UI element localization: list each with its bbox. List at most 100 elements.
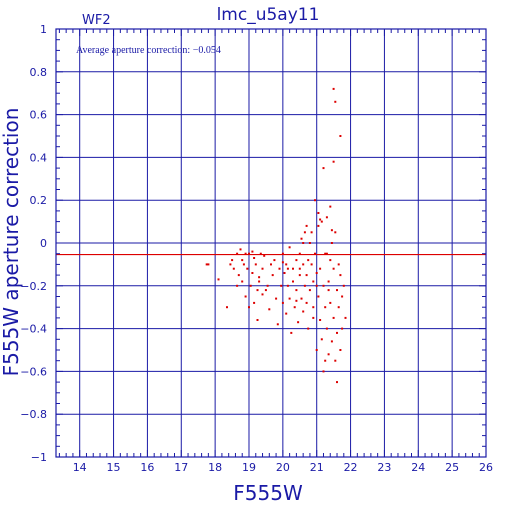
data-point	[339, 349, 342, 351]
data-point	[292, 280, 294, 283]
data-point	[246, 267, 249, 270]
data-point	[336, 331, 338, 334]
y-tick-label: 1	[40, 23, 47, 36]
data-point	[302, 310, 305, 313]
data-point	[261, 267, 264, 270]
y-tick-label: −0.6	[20, 365, 47, 378]
data-point	[325, 252, 328, 255]
data-point	[248, 306, 250, 309]
data-point	[239, 248, 242, 251]
data-point	[251, 272, 254, 274]
data-point	[298, 267, 301, 270]
panel-label: WF2	[82, 13, 111, 28]
data-point	[271, 274, 274, 277]
data-point	[217, 278, 220, 281]
data-point	[327, 280, 330, 283]
data-point	[286, 284, 289, 287]
data-point	[248, 252, 250, 255]
data-point	[310, 231, 313, 234]
data-point	[261, 293, 264, 296]
data-point	[232, 267, 235, 270]
y-tick-label: 0.4	[30, 151, 48, 164]
data-point	[305, 224, 308, 227]
data-point	[317, 224, 320, 227]
data-point	[278, 267, 281, 270]
data-point	[253, 257, 256, 259]
data-point	[256, 319, 259, 321]
data-point	[268, 308, 271, 311]
data-point	[288, 246, 291, 249]
data-point	[310, 263, 313, 266]
data-point	[258, 280, 261, 283]
data-point	[330, 242, 333, 244]
data-point	[305, 274, 308, 277]
data-point	[288, 297, 291, 300]
data-point	[308, 289, 311, 292]
grid	[56, 29, 486, 457]
data-point	[297, 321, 300, 324]
x-tick-label: 26	[479, 461, 493, 474]
data-point	[251, 250, 254, 253]
x-tick-label: 17	[174, 461, 188, 474]
y-tick-label: −0.8	[20, 408, 47, 421]
data-point	[241, 280, 244, 283]
data-point	[320, 220, 323, 223]
data-point	[329, 259, 332, 262]
x-tick-label: 14	[73, 461, 87, 474]
data-point	[259, 252, 262, 255]
data-point	[332, 267, 335, 270]
data-point	[285, 263, 288, 266]
data-point	[336, 381, 338, 384]
data-point	[334, 359, 337, 362]
data-point	[315, 349, 318, 351]
data-point	[258, 276, 261, 279]
data-point	[339, 274, 342, 277]
data-point	[270, 263, 272, 266]
x-tick-label: 20	[276, 461, 290, 474]
data-point	[298, 252, 301, 255]
data-point	[295, 289, 298, 292]
x-tick-label: 21	[310, 461, 324, 474]
data-point	[317, 295, 320, 298]
data-point	[263, 254, 266, 257]
x-tick-label: 22	[344, 461, 358, 474]
x-tick-label: 15	[107, 461, 121, 474]
data-point	[285, 312, 288, 315]
tick-labels: 14 15 16 17 18 19 20 21 22 23 24 25 26 −1 −0.8 −0.6 −0.4…	[20, 23, 493, 474]
data-point	[241, 259, 244, 262]
data-point	[264, 289, 267, 292]
data-point	[229, 263, 232, 266]
data-point	[324, 306, 327, 309]
axes	[55, 28, 487, 458]
data-point	[256, 289, 259, 292]
data-point	[332, 160, 335, 163]
x-axis-label: F555W	[233, 481, 303, 505]
data-point	[337, 306, 340, 309]
data-point	[300, 237, 303, 240]
data-point	[293, 306, 296, 309]
data-point	[325, 216, 328, 219]
data-point	[307, 327, 310, 330]
x-tick-label: 18	[208, 461, 222, 474]
data-point	[329, 205, 332, 208]
y-tick-label: 0	[40, 237, 47, 250]
data-point	[205, 263, 208, 266]
data-point	[337, 263, 340, 266]
data-point	[302, 263, 305, 266]
average-annotation: Average aperture correction: −0.054	[76, 45, 221, 56]
data-point	[341, 327, 344, 330]
data-points	[205, 87, 347, 384]
data-point	[336, 289, 338, 292]
data-point	[330, 340, 333, 343]
x-tick-label: 23	[377, 461, 391, 474]
data-point	[237, 274, 240, 277]
y-tick-label: −1	[31, 451, 47, 464]
data-point	[236, 252, 239, 255]
data-point	[207, 263, 210, 266]
data-point	[275, 297, 278, 300]
data-point	[244, 295, 247, 298]
data-point	[312, 280, 315, 283]
data-point	[236, 284, 239, 287]
chart-title: lmc_u5ay11	[217, 5, 320, 25]
